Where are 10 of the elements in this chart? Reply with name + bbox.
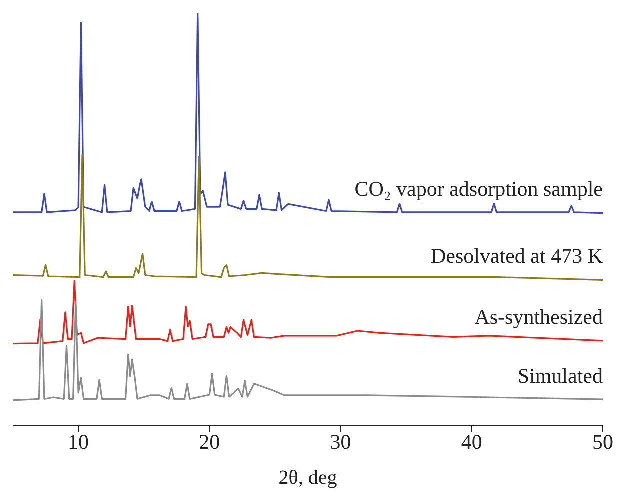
series-label: Desolvated at 473 K — [430, 244, 603, 270]
x-tick-label: 20 — [199, 430, 220, 454]
x-tick-label: 50 — [592, 430, 614, 454]
x-tick-label: 10 — [68, 430, 90, 454]
x-tick-label: 40 — [461, 430, 482, 454]
x-tick-label: 30 — [330, 430, 352, 454]
x-axis-title: 2θ, deg — [278, 467, 338, 489]
series-label: Simulated — [518, 364, 603, 389]
series-label: CO₂ vapor adsorption sample — [354, 177, 603, 202]
series-label: As-synthesized — [474, 304, 603, 330]
